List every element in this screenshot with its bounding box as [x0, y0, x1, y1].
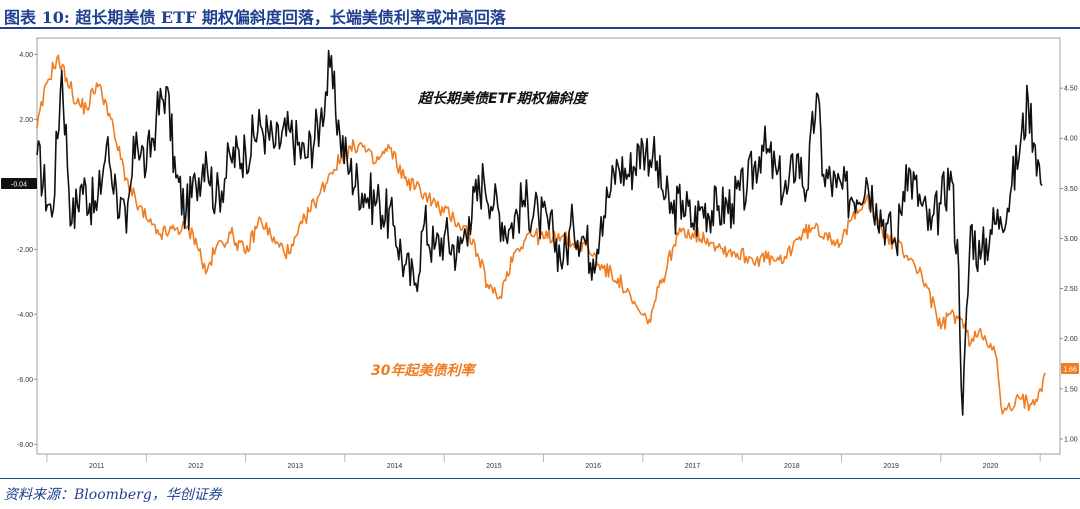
left-tick-label: -4.00	[17, 312, 33, 319]
x-tick-label: 2018	[784, 463, 800, 470]
plot-frame	[36, 37, 1061, 455]
left-tick-label: -6.00	[17, 377, 33, 384]
right-tick-label: 1.50	[1064, 386, 1078, 393]
source-rule	[0, 478, 1080, 479]
right-axis: 4.50 4.00 3.50 3.00 2.50 2.00 1.50 1.00	[1060, 86, 1078, 443]
figure-title: 图表 10: 超长期美债 ETF 期权偏斜度回落，长端美债利率或冲高回落	[4, 8, 506, 27]
last-value-label-skew: -0.04	[1, 178, 37, 189]
x-tick-label: 2017	[685, 463, 701, 470]
left-axis: 4.00 2.00 -2.00 -4.00 -6.00 -8.00	[17, 52, 37, 449]
x-tick-label: 2012	[188, 463, 204, 470]
last-value-text-yield: 1.66	[1063, 367, 1077, 374]
left-tick-label: -8.00	[17, 442, 33, 449]
left-tick-label: 4.00	[19, 52, 33, 59]
x-tick-label: 2015	[486, 463, 502, 470]
annotation-skew: 超长期美债ETF期权偏斜度	[417, 90, 590, 107]
x-tick-label: 2014	[387, 463, 403, 470]
x-tick-label: 2013	[287, 463, 303, 470]
x-tick-label: 2020	[983, 463, 999, 470]
annotation-yield: 30年起美债利率	[371, 362, 477, 379]
source-note: 资料来源：Bloomberg，华创证券	[4, 487, 222, 503]
right-tick-label: 1.00	[1064, 436, 1078, 443]
left-tick-label: 2.00	[19, 117, 33, 124]
right-tick-label: 2.00	[1064, 336, 1078, 343]
right-tick-label: 2.50	[1064, 286, 1078, 293]
x-tick-label: 2019	[883, 463, 899, 470]
series-line-skew	[36, 49, 1043, 416]
right-tick-label: 3.00	[1064, 236, 1078, 243]
left-tick-label: -2.00	[17, 247, 33, 254]
x-tick-label: 2011	[89, 463, 104, 470]
right-tick-label: 3.50	[1064, 186, 1078, 193]
last-value-text-skew: -0.04	[11, 182, 27, 189]
title-rule	[0, 27, 1080, 29]
x-tick-label: 2016	[585, 463, 601, 470]
chart: 4.00 2.00 -2.00 -4.00 -6.00 -8.00 4.50 4.00 3.5…	[1, 37, 1079, 470]
x-axis: 2011 2012 2013 2014 2015 2016 2017 2018 2019 2020	[46, 454, 1041, 470]
right-tick-label: 4.50	[1064, 86, 1078, 93]
last-value-label-yield: 1.66	[1061, 363, 1079, 374]
right-tick-label: 4.00	[1064, 136, 1078, 143]
